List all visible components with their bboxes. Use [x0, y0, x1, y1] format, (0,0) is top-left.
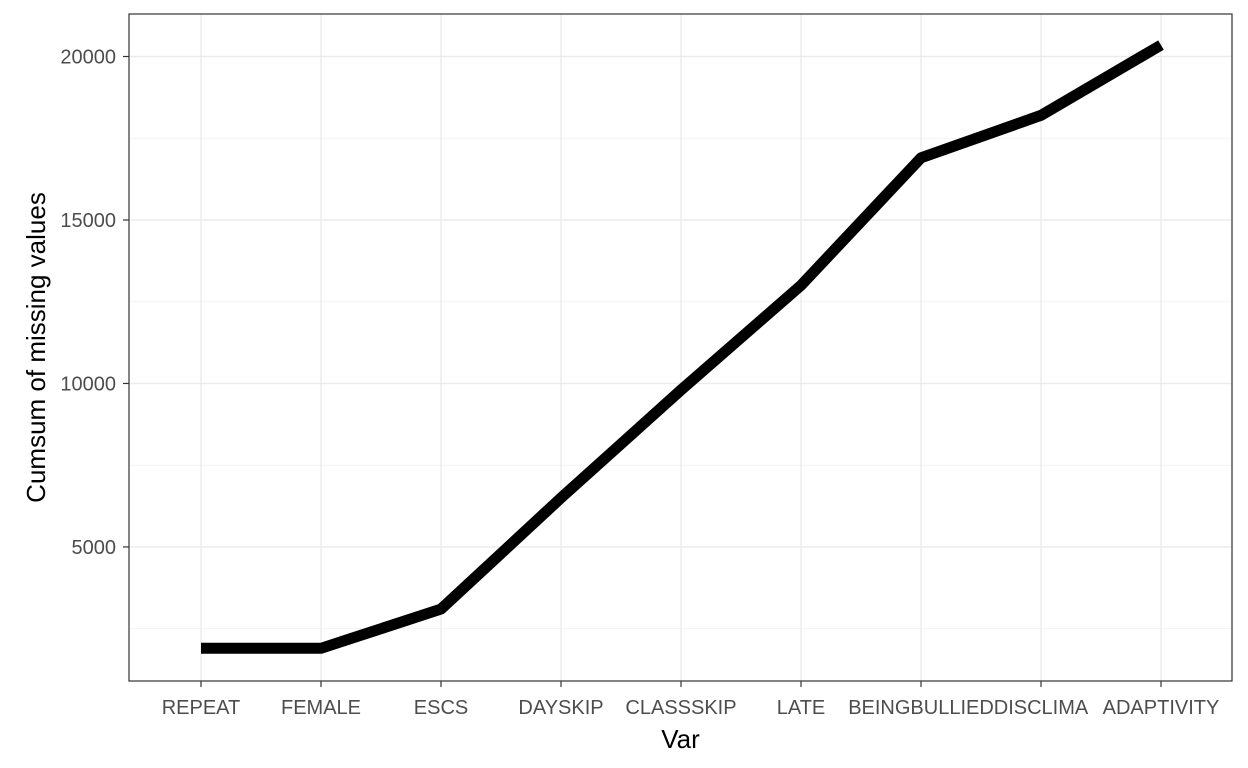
series-layer [201, 40, 1164, 654]
x-tick-label-repeat: REPEAT [162, 697, 241, 719]
x-tick-label-late: LATE [777, 697, 826, 719]
x-tick-label-female: FEMALE [281, 697, 361, 719]
x-axis-title: Var [661, 724, 700, 754]
x-tick-label-disclima: DISCLIMA [994, 697, 1089, 719]
axis-ticks: 5000 10000 15000 20000 REPEAT FEMALE ESCS DAYSK… [60, 47, 1219, 719]
x-tick-label-escs: ESCS [414, 697, 468, 719]
x-tick-label-beingbullied: BEINGBULLIED [848, 697, 994, 719]
grid-lines [129, 14, 1232, 681]
y-tick-label: 5000 [72, 537, 117, 559]
y-tick-label: 20000 [60, 47, 116, 69]
x-tick-label-dayskip: DAYSKIP [518, 697, 603, 719]
x-tick-label-classskip: CLASSSKIP [625, 697, 736, 719]
y-tick-label: 15000 [60, 210, 116, 232]
y-axis-title: Cumsum of missing values [21, 192, 51, 503]
series-line-0 [201, 40, 1164, 654]
x-tick-label-adaptivity: ADAPTIVITY [1103, 697, 1220, 719]
y-tick-label: 10000 [60, 373, 116, 395]
